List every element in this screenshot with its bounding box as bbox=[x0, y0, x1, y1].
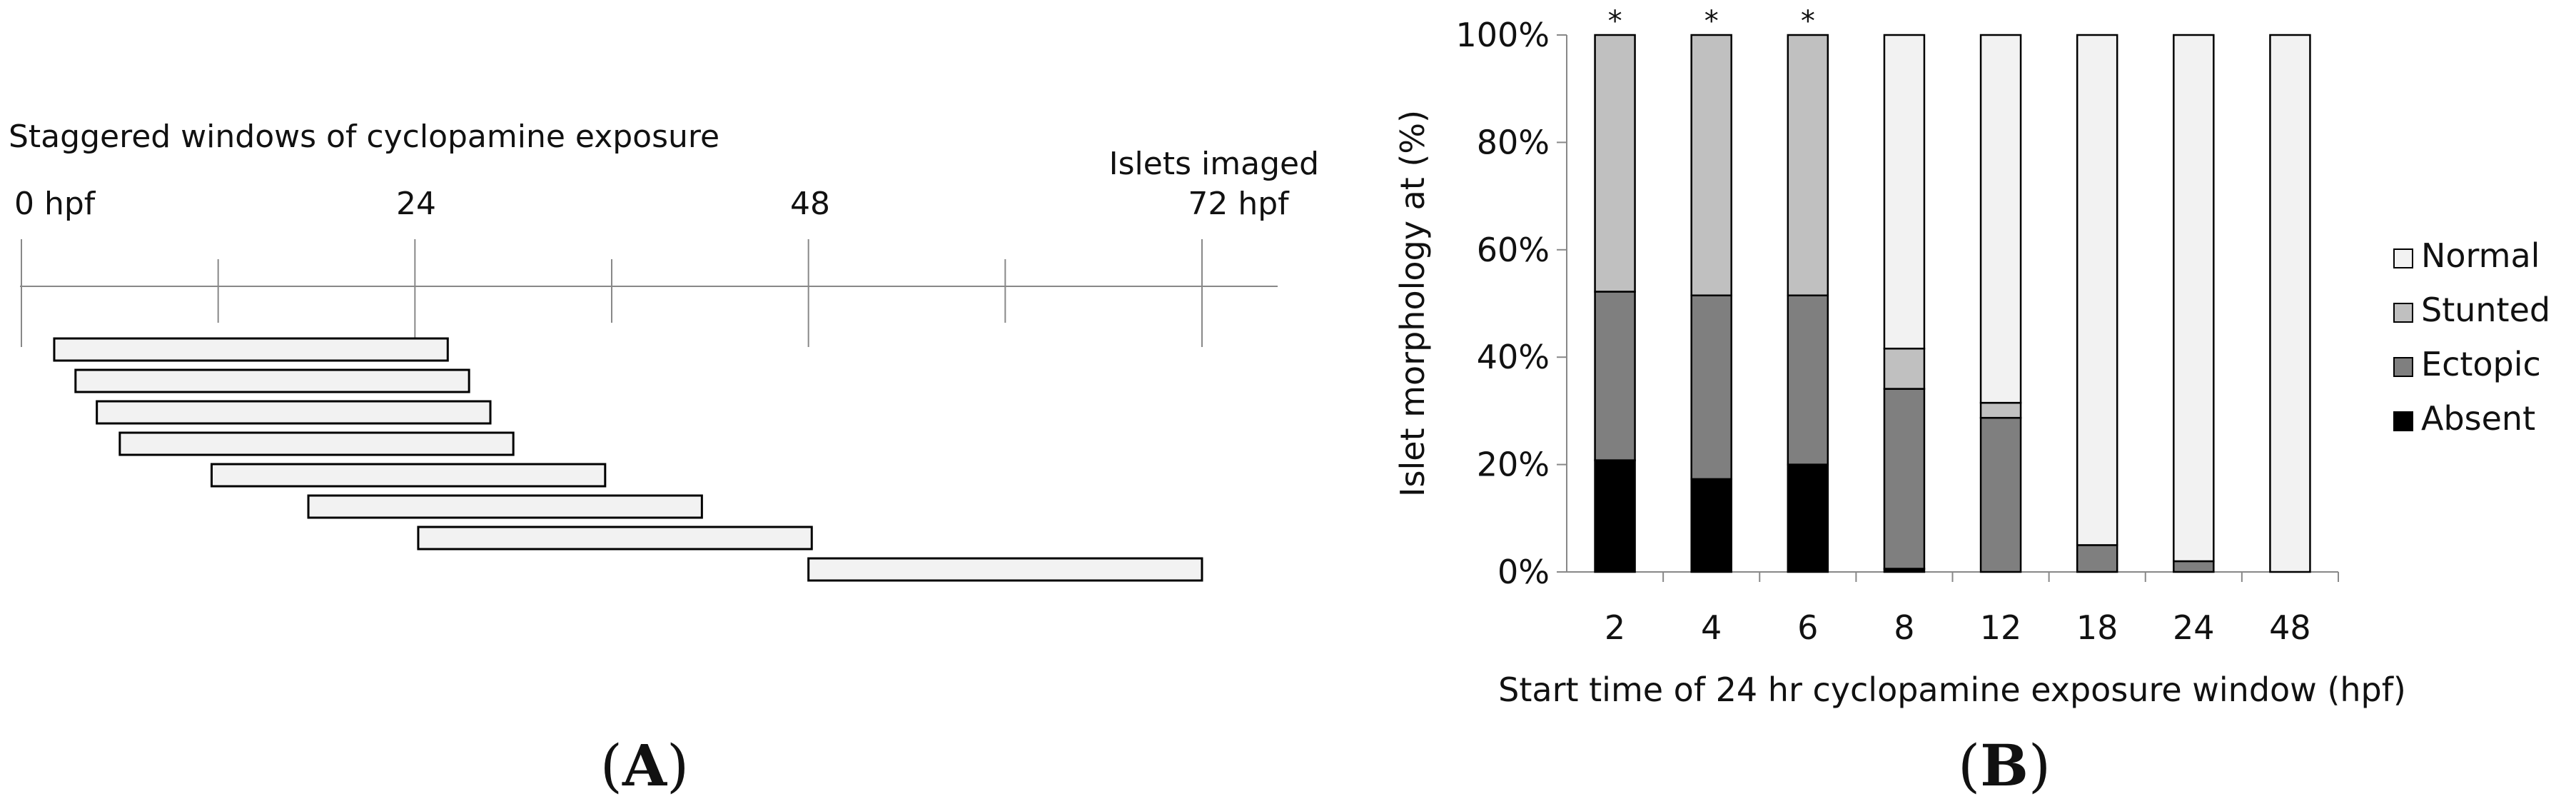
timeline-label-24: 24 bbox=[396, 186, 436, 222]
bar-absent-6 bbox=[1787, 463, 1829, 573]
timeline-label-72: 72 hpf bbox=[1188, 186, 1290, 222]
exposure-window-2 bbox=[74, 368, 470, 393]
exposure-window-1 bbox=[53, 337, 449, 362]
legend-label-stunted: Stunted bbox=[2421, 291, 2550, 329]
panel-a-timeline: Staggered windows of cyclopamine exposur… bbox=[9, 119, 1319, 799]
bar-ectopic-6 bbox=[1787, 294, 1829, 466]
bar-stunted-4 bbox=[1690, 34, 1732, 296]
x-tick-label: 8 bbox=[1894, 608, 1914, 647]
timeline-label-48: 48 bbox=[790, 186, 830, 222]
x-tick-label: 48 bbox=[2269, 608, 2311, 647]
x-tick-label: 24 bbox=[2173, 608, 2215, 647]
legend: Normal Stunted Ectopic Absent bbox=[2393, 236, 2550, 438]
bar-stunted-12 bbox=[1979, 401, 2022, 419]
bar-absent-4 bbox=[1690, 478, 1732, 573]
exposure-window-8 bbox=[807, 557, 1203, 582]
bar-normal-8 bbox=[1883, 34, 1926, 350]
exposure-windows bbox=[53, 337, 1203, 582]
x-axis-title: Start time of 24 hr cyclopamine exposure… bbox=[1498, 670, 2406, 709]
significance-marker: * bbox=[1608, 5, 1622, 38]
significance-markers: * * * bbox=[1608, 5, 1815, 38]
bar-ectopic-4 bbox=[1690, 294, 1732, 481]
significance-marker: * bbox=[1801, 5, 1815, 38]
exposure-window-3 bbox=[96, 400, 492, 425]
legend-label-absent: Absent bbox=[2421, 399, 2535, 438]
legend-swatch-absent bbox=[2393, 411, 2413, 431]
exposure-window-5 bbox=[210, 463, 607, 488]
timeline-title: Staggered windows of cyclopamine exposur… bbox=[9, 119, 719, 155]
bar-normal-48 bbox=[2269, 34, 2311, 573]
y-tick-label: 20% bbox=[1477, 446, 1550, 484]
legend-swatch-normal bbox=[2393, 248, 2413, 268]
timeline-ticks bbox=[21, 239, 1203, 347]
x-tick-label: 4 bbox=[1701, 608, 1722, 647]
exposure-window-6 bbox=[307, 494, 703, 519]
bar-normal-12 bbox=[1979, 34, 2022, 404]
x-tick-label: 18 bbox=[2076, 608, 2118, 647]
bar-stunted-6 bbox=[1787, 34, 1829, 296]
bar-absent-2 bbox=[1594, 459, 1636, 573]
y-tick-label: 40% bbox=[1477, 338, 1550, 376]
bar-stunted-2 bbox=[1594, 34, 1636, 293]
y-tick-label: 0% bbox=[1497, 553, 1550, 591]
bar-normal-24 bbox=[2173, 34, 2215, 563]
y-tick-label: 100% bbox=[1455, 16, 1550, 54]
legend-label-normal: Normal bbox=[2421, 236, 2540, 275]
x-tick-label: 2 bbox=[1605, 608, 1625, 647]
panel-label-a: (A) bbox=[600, 732, 690, 799]
timeline-label-0: 0 hpf bbox=[14, 186, 96, 222]
panel-label-b: (B) bbox=[1958, 732, 2051, 799]
legend-swatch-stunted bbox=[2393, 303, 2413, 323]
exposure-window-4 bbox=[118, 431, 515, 456]
y-tick-label: 60% bbox=[1477, 231, 1550, 269]
y-axis-ticks: 0% 20% 40% 60% 80% 100% bbox=[1455, 16, 1567, 591]
x-tick-label: 12 bbox=[1980, 608, 2022, 647]
bar-ectopic-12 bbox=[1979, 416, 2022, 573]
x-tick-label: 6 bbox=[1797, 608, 1818, 647]
legend-swatch-ectopic bbox=[2393, 357, 2413, 377]
significance-marker: * bbox=[1704, 5, 1719, 38]
legend-label-ectopic: Ectopic bbox=[2421, 345, 2541, 383]
islets-imaged-note: Islets imaged bbox=[1109, 146, 1319, 182]
bar-ectopic-18 bbox=[2076, 544, 2118, 573]
bar-normal-18 bbox=[2076, 34, 2118, 546]
exposure-window-7 bbox=[417, 526, 813, 551]
bar-ectopic-2 bbox=[1594, 291, 1636, 461]
stacked-bars bbox=[1594, 34, 2311, 573]
panel-b-chart: 0%20%40%60%80%100% 2 4 6 8 12 18 24 48 * * * Isle… bbox=[1393, 5, 2550, 799]
y-axis-title: Islet morphology at (%) bbox=[1393, 110, 1432, 497]
bar-stunted-8 bbox=[1883, 347, 1926, 390]
bar-ectopic-24 bbox=[2173, 560, 2215, 573]
x-axis-ticks: 2 4 6 8 12 18 24 48 bbox=[1605, 572, 2339, 647]
bar-ectopic-8 bbox=[1883, 388, 1926, 570]
y-tick-label: 80% bbox=[1477, 123, 1550, 161]
